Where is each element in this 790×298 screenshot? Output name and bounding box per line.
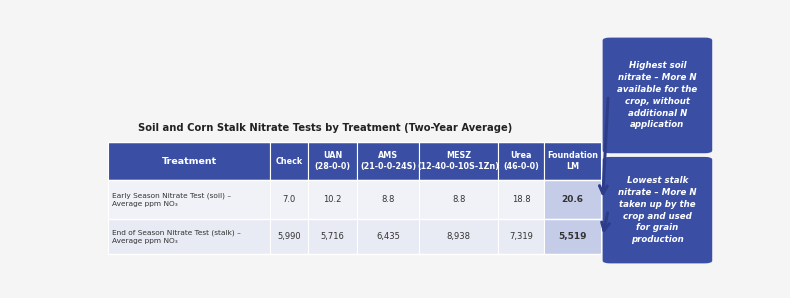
FancyBboxPatch shape <box>308 142 357 180</box>
FancyBboxPatch shape <box>270 180 308 219</box>
FancyBboxPatch shape <box>357 219 419 254</box>
Text: 10.2: 10.2 <box>324 195 342 204</box>
FancyBboxPatch shape <box>108 142 270 180</box>
Text: Foundation
LM: Foundation LM <box>547 151 598 171</box>
Text: 7.0: 7.0 <box>283 195 296 204</box>
FancyBboxPatch shape <box>108 180 270 219</box>
Text: Soil and Corn Stalk Nitrate Tests by Treatment (Two-Year Average): Soil and Corn Stalk Nitrate Tests by Tre… <box>137 122 512 133</box>
FancyBboxPatch shape <box>419 219 498 254</box>
FancyBboxPatch shape <box>544 180 600 219</box>
FancyBboxPatch shape <box>308 180 357 219</box>
FancyBboxPatch shape <box>603 157 713 263</box>
Text: 20.6: 20.6 <box>562 195 583 204</box>
Text: Early Season Nitrate Test (soil) –
Average ppm NO₃: Early Season Nitrate Test (soil) – Avera… <box>111 193 231 207</box>
Text: 8,938: 8,938 <box>446 232 471 241</box>
FancyBboxPatch shape <box>419 180 498 219</box>
Text: AMS
(21-0-0-24S): AMS (21-0-0-24S) <box>360 151 416 171</box>
FancyBboxPatch shape <box>270 219 308 254</box>
Text: 6,435: 6,435 <box>376 232 401 241</box>
Text: Lowest stalk
nitrate – More N
taken up by the
crop and used
for grain
production: Lowest stalk nitrate – More N taken up b… <box>618 176 697 244</box>
FancyBboxPatch shape <box>498 142 544 180</box>
Text: Highest soil
nitrate – More N
available for the
crop, without
additional N
appli: Highest soil nitrate – More N available … <box>617 61 698 129</box>
Text: Check: Check <box>276 157 303 166</box>
Text: 7,319: 7,319 <box>509 232 532 241</box>
Text: 5,716: 5,716 <box>321 232 344 241</box>
FancyBboxPatch shape <box>357 142 419 180</box>
FancyBboxPatch shape <box>308 219 357 254</box>
FancyBboxPatch shape <box>544 142 600 180</box>
Text: 18.8: 18.8 <box>512 195 530 204</box>
FancyBboxPatch shape <box>419 142 498 180</box>
FancyBboxPatch shape <box>498 180 544 219</box>
Text: 5,990: 5,990 <box>277 232 301 241</box>
FancyBboxPatch shape <box>603 38 713 153</box>
FancyBboxPatch shape <box>498 219 544 254</box>
FancyBboxPatch shape <box>357 180 419 219</box>
Text: Urea
(46-0-0): Urea (46-0-0) <box>503 151 539 171</box>
FancyBboxPatch shape <box>544 219 600 254</box>
Text: 5,519: 5,519 <box>558 232 587 241</box>
FancyBboxPatch shape <box>270 142 308 180</box>
Text: Treatment: Treatment <box>161 157 216 166</box>
Text: 8.8: 8.8 <box>452 195 465 204</box>
Text: MESZ
(12-40-0-10S-1Zn): MESZ (12-40-0-10S-1Zn) <box>418 151 499 171</box>
Text: End of Season Nitrate Test (stalk) –
Average ppm NO₃: End of Season Nitrate Test (stalk) – Ave… <box>111 229 240 244</box>
FancyBboxPatch shape <box>108 219 270 254</box>
Text: 8.8: 8.8 <box>382 195 395 204</box>
Text: UAN
(28-0-0): UAN (28-0-0) <box>314 151 351 171</box>
